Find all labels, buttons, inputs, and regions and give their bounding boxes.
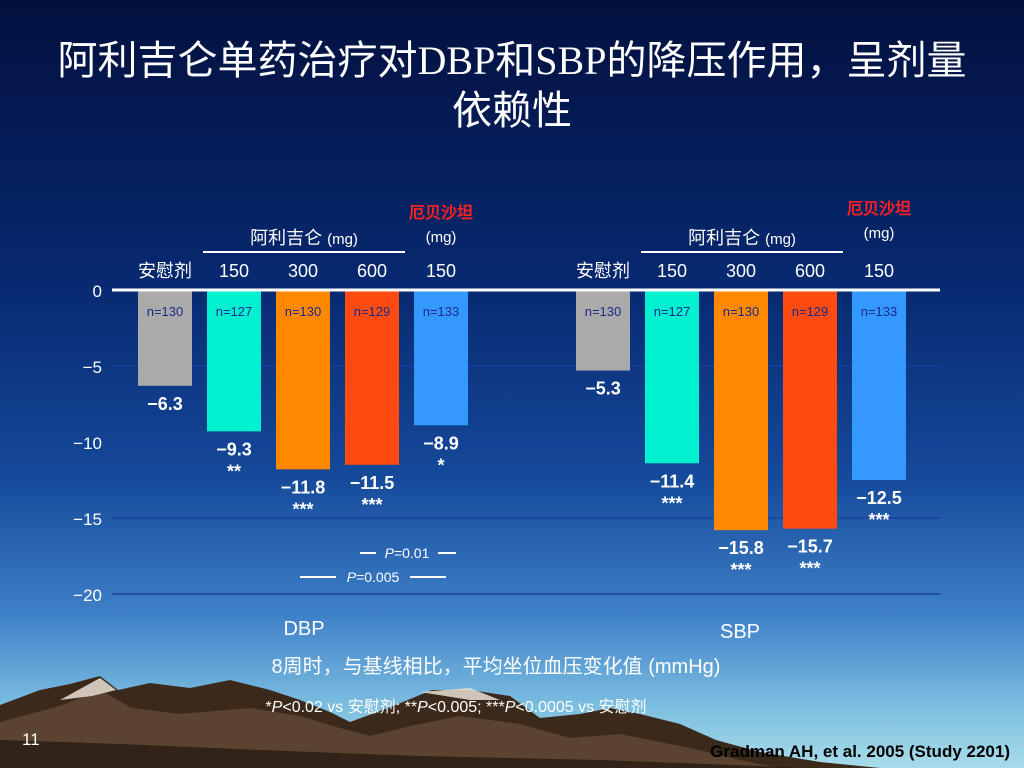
value-label: −5.3: [585, 379, 621, 399]
sample-size-label: n=129: [792, 304, 829, 319]
group-label: SBP: [720, 621, 760, 643]
irbesartan-unit: (mg): [426, 229, 457, 246]
dose-label: 安慰剂: [576, 261, 630, 281]
dose-label: 600: [357, 261, 387, 281]
y-tick-label: −10: [73, 434, 102, 453]
p-value-annotation: P=0.01: [385, 545, 430, 561]
aliskiren-header: 阿利吉仑 (mg): [250, 228, 358, 248]
sample-size-label: n=127: [216, 304, 253, 319]
significance-label: **: [227, 461, 241, 481]
bar: [576, 291, 630, 371]
value-label: −15.8: [718, 538, 764, 558]
value-label: −11.4: [650, 471, 695, 491]
dose-label: 安慰剂: [138, 261, 192, 281]
value-label: −8.9: [423, 433, 459, 453]
value-label: −11.5: [350, 473, 395, 493]
significance-label: ***: [868, 510, 889, 530]
irbesartan-header: 厄贝沙坦: [847, 200, 911, 218]
value-label: −6.3: [147, 394, 183, 414]
dose-label: 150: [426, 261, 456, 281]
value-label: −9.3: [216, 439, 252, 459]
sample-size-label: n=130: [585, 304, 622, 319]
significance-label: ***: [292, 499, 313, 519]
irbesartan-header: 厄贝沙坦: [409, 204, 473, 222]
bar: [276, 291, 330, 470]
bar: [345, 291, 399, 465]
sample-size-label: n=130: [147, 304, 184, 319]
sample-size-label: n=133: [861, 304, 898, 319]
bar: [645, 291, 699, 464]
value-label: −15.7: [787, 537, 833, 557]
y-tick-label: 0: [93, 282, 102, 301]
dose-label: 150: [657, 261, 687, 281]
significance-label: ***: [361, 495, 382, 515]
dose-label: 300: [726, 261, 756, 281]
significance-label: ***: [730, 560, 751, 580]
citation: Gradman AH, et al. 2005 (Study 2201): [710, 742, 1010, 761]
dose-label: 150: [219, 261, 249, 281]
y-tick-label: −15: [73, 510, 102, 529]
bar: [714, 291, 768, 531]
dose-label: 600: [795, 261, 825, 281]
significance-label: *: [437, 455, 444, 475]
y-tick-label: −5: [83, 358, 102, 377]
irbesartan-unit: (mg): [864, 225, 895, 242]
p-value-annotation: P=0.005: [347, 569, 400, 585]
sample-size-label: n=130: [285, 304, 322, 319]
x-axis-caption: 8周时，与基线相比，平均坐位血压变化值 (mmHg): [272, 655, 721, 678]
value-label: −12.5: [856, 488, 902, 508]
aliskiren-header: 阿利吉仑 (mg): [688, 228, 796, 248]
sample-size-label: n=127: [654, 304, 691, 319]
sample-size-label: n=133: [423, 304, 460, 319]
sample-size-label: n=130: [723, 304, 760, 319]
significance-label: ***: [661, 493, 682, 513]
bar: [414, 291, 468, 426]
footnote: *P<0.02 vs 安慰剂; **P<0.005; ***P<0.0005 v…: [265, 698, 646, 716]
value-label: −11.8: [281, 477, 326, 497]
bar: [783, 291, 837, 529]
bar: [852, 291, 906, 480]
y-tick-label: −20: [73, 586, 102, 605]
dose-label: 300: [288, 261, 318, 281]
bar: [207, 291, 261, 432]
slide-number: 11: [22, 730, 40, 749]
mountain-range-decoration: [0, 676, 880, 768]
slide-title: 阿利吉仑单药治疗对DBP和SBP的降压作用，呈剂量依赖性: [57, 38, 967, 133]
bar: [138, 291, 192, 386]
group-label: DBP: [283, 618, 324, 640]
dose-label: 150: [864, 261, 894, 281]
sample-size-label: n=129: [354, 304, 391, 319]
significance-label: ***: [799, 559, 820, 579]
